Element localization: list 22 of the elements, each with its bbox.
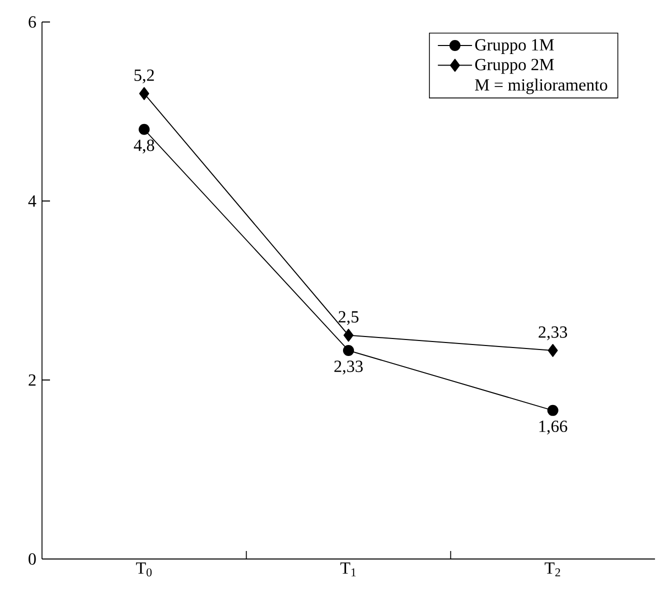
point — [139, 87, 150, 100]
annotation: M = miglioramento — [475, 78, 608, 94]
point — [547, 404, 558, 416]
data-label: 2,33 — [538, 326, 568, 340]
data-label: 2,5 — [338, 311, 358, 326]
point — [344, 328, 354, 342]
point — [548, 344, 558, 357]
data-label: 4,8 — [134, 140, 154, 154]
y-tick-label: 4 — [28, 195, 36, 207]
y-tick-label: 6 — [28, 16, 36, 28]
data-label: 2,33 — [334, 360, 363, 375]
x-tick-label: T$_{2}$ — [544, 562, 560, 576]
y-tick-label: 0 — [28, 553, 36, 565]
x-tick-label: T$_{1}$ — [340, 562, 356, 576]
point — [343, 344, 354, 356]
point — [138, 124, 150, 135]
y-tick-label: 2 — [28, 374, 36, 386]
x-tick-label: T$_{0}$ — [136, 562, 152, 576]
data-label: 1,66 — [539, 420, 568, 435]
legend-label: Gruppo 2M — [475, 58, 554, 74]
data-label: 5,2 — [134, 70, 154, 84]
legend-label: Gruppo 1M — [475, 39, 554, 54]
